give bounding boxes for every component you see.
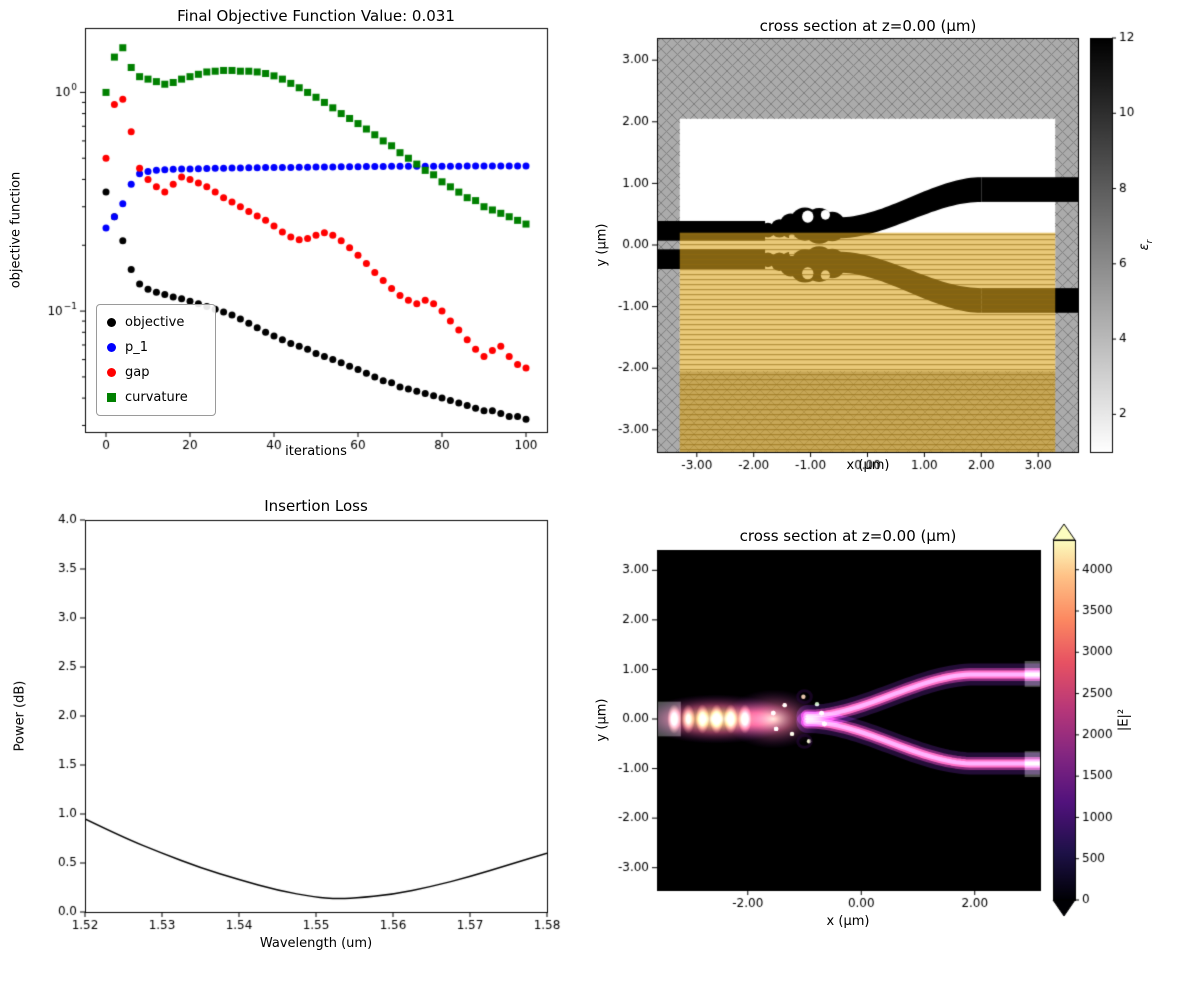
legend-marker-gap: [107, 368, 116, 377]
plot2-ylabel: y (μm): [594, 223, 610, 267]
legend-marker-curvature: [107, 393, 116, 402]
plot1-legend: objective p_1 gap curvature: [96, 304, 216, 416]
legend-item-gap: gap: [107, 365, 205, 380]
plot3-ylabel: Power (dB): [12, 680, 28, 752]
legend-marker-p1: [107, 343, 116, 352]
legend-item-curvature: curvature: [107, 390, 205, 405]
plot4-xlabel: x (μm): [826, 914, 870, 929]
plot1-title: Final Objective Function Value: 0.031: [177, 7, 455, 25]
plot1-xlabel: iterations: [285, 444, 347, 459]
legend-label: p_1: [125, 340, 149, 355]
epsilon-symbol: ε: [1137, 243, 1153, 251]
epsilon-subscript: r: [1144, 239, 1155, 244]
plot3-title: Insertion Loss: [264, 497, 368, 515]
plot3-xlabel: Wavelength (um): [259, 936, 373, 951]
plot4-colorbar-label: |E|²: [1116, 708, 1132, 732]
legend-label: objective: [125, 315, 185, 330]
plot2-title: cross section at z=0.00 (μm): [759, 17, 977, 35]
plot4-title: cross section at z=0.00 (μm): [739, 527, 957, 545]
legend-item-p1: p_1: [107, 340, 205, 355]
legend-marker-objective: [107, 318, 116, 327]
plot2-xlabel: x (μm): [846, 458, 890, 473]
legend-label: gap: [125, 365, 150, 380]
legend-label: curvature: [125, 390, 188, 405]
plot2-colorbar-label: εr: [1137, 240, 1155, 251]
plot4-ylabel: y (μm): [594, 698, 610, 742]
plot1-ylabel: objective function: [8, 171, 24, 289]
legend-item-objective: objective: [107, 315, 205, 330]
